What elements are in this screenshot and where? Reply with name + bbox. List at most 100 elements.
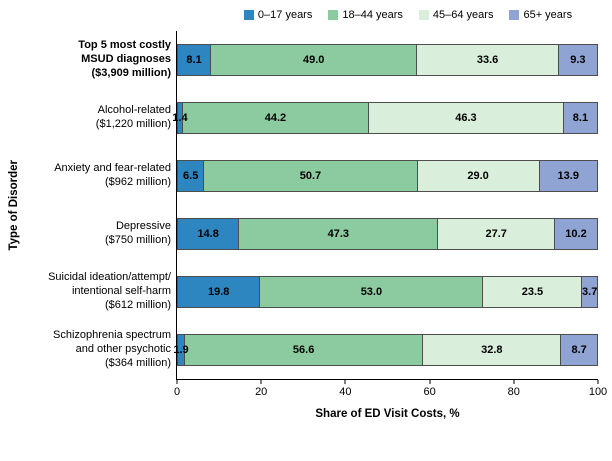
stacked-bar: 14.8 47.3 27.7 10.2 <box>177 218 598 250</box>
x-tick-label: 0 <box>173 386 181 398</box>
category-label: Alcohol-related ($1,220 million) <box>24 89 176 147</box>
x-tick-mark <box>260 380 262 384</box>
stacked-bar: 6.5 50.7 29.0 13.9 <box>177 160 598 192</box>
category-label-line: ($364 million) <box>104 356 171 369</box>
bar-segment: 56.6 <box>184 334 424 366</box>
bar-segment-label: 49.0 <box>303 54 325 66</box>
x-tick-mark <box>176 380 178 384</box>
stacked-bar: 1.4 44.2 46.3 8.1 <box>172 102 598 134</box>
legend-swatch-icon <box>418 10 429 20</box>
legend-label: 45–64 years <box>432 9 494 21</box>
bar-segment-label: 46.3 <box>455 112 477 124</box>
category-label-line: Schizophrenia spectrum <box>52 329 171 342</box>
bar-segment-label: 3.7 <box>582 286 598 298</box>
bar-row: 1.4 44.2 46.3 8.1 <box>172 89 598 147</box>
legend-label: 65+ years <box>523 9 573 21</box>
x-tick-label: 80 <box>507 386 520 398</box>
bar-segment-label: 32.8 <box>481 344 503 356</box>
bar-segment: 46.3 <box>368 102 564 134</box>
plot-area: 8.1 49.0 33.6 9.3 1.4 44.2 46.3 8.1 6.5 50.7 29.0 1… <box>172 31 598 380</box>
bar-segment: 1.4 <box>172 102 188 134</box>
bar-segment: 29.0 <box>417 160 540 192</box>
x-tick-mark <box>513 380 515 384</box>
bar-segment-label: 1.9 <box>173 344 189 356</box>
bar-segment-label: 8.7 <box>571 344 587 356</box>
bar-row: 14.8 47.3 27.7 10.2 <box>177 205 598 263</box>
x-tick-mark <box>597 380 599 384</box>
bar-segment: 1.9 <box>173 334 189 366</box>
bar-segment: 14.8 <box>177 218 240 250</box>
x-tick-mark <box>429 380 431 384</box>
category-label-line: and other psychotic <box>75 343 171 356</box>
bar-segment: 10.2 <box>555 218 598 250</box>
category-axis: Top 5 most costly MSUD diagnoses ($3,909 m… <box>24 31 176 380</box>
bar-segment: 33.6 <box>417 44 559 76</box>
bar-segment-label: 14.8 <box>197 228 219 240</box>
legend-swatch-icon <box>509 10 520 20</box>
category-label-line: ($962 million) <box>104 176 171 188</box>
bar-segment-label: 50.7 <box>299 170 322 182</box>
category-label-line: intentional self-harm <box>71 285 171 298</box>
category-label: Suicidal ideation/attempt/intentional se… <box>24 263 176 321</box>
bar-segment: 53.0 <box>260 276 484 308</box>
bar-segment-label: 33.6 <box>476 54 499 66</box>
legend-label: 18–44 years <box>342 9 403 21</box>
legend-item: 0–17 years <box>243 9 313 21</box>
category-label: Depressive ($750 million) <box>24 205 176 263</box>
bar-segment-label: 56.6 <box>292 344 315 356</box>
bar-segment: 27.7 <box>438 218 556 250</box>
category-label-line: ($612 million) <box>104 298 171 311</box>
category-label-line: Top 5 most costly <box>78 39 171 52</box>
category-label-line: ($1,220 million) <box>95 118 171 130</box>
category-label: Schizophrenia spectrum and other psychoti… <box>24 321 176 379</box>
bar-segment-label: 27.7 <box>485 228 507 240</box>
bar-segment: 8.1 <box>177 44 212 76</box>
stacked-bar: 19.8 53.0 23.5 3.7 <box>177 276 598 308</box>
x-tick-label: 60 <box>423 386 436 398</box>
category-label-line: Depressive <box>115 220 171 233</box>
bar-segment-label: 6.5 <box>183 170 199 182</box>
bar-segment-label: 47.3 <box>327 228 350 240</box>
bar-row: 6.5 50.7 29.0 13.9 <box>177 147 598 205</box>
legend-swatch-icon <box>328 10 339 20</box>
bar-segment-label: 19.8 <box>207 286 230 298</box>
legend-item: 45–64 years <box>418 9 494 21</box>
x-axis-title: Share of ED Visit Costs, % <box>315 408 460 420</box>
bar-segment: 32.8 <box>423 334 562 366</box>
category-label-line: Alcohol-related <box>97 104 171 117</box>
x-tick-label: 20 <box>255 386 268 398</box>
bar-segment-label: 9.3 <box>570 54 586 66</box>
bar-segment: 8.1 <box>563 102 598 134</box>
legend-item: 18–44 years <box>328 9 403 21</box>
bar-segment-label: 29.0 <box>467 170 489 182</box>
bar-segment-label: 53.0 <box>360 286 383 298</box>
bar-segment-label: 44.2 <box>264 112 287 124</box>
bar-segment: 6.5 <box>177 160 205 192</box>
bar-segment: 47.3 <box>239 218 439 250</box>
y-axis-title-text: Type of Disorder <box>8 160 20 251</box>
category-label-line: Suicidal ideation/attempt/ <box>48 271 171 284</box>
legend-swatch-icon <box>243 10 254 20</box>
category-label-line: ($750 million) <box>104 234 171 246</box>
bar-segment-label: 8.1 <box>186 54 202 66</box>
bar-segment: 44.2 <box>182 102 369 134</box>
stacked-bar: 1.9 56.6 32.8 8.7 <box>173 334 598 366</box>
category-label-line: MSUD diagnoses <box>81 53 171 66</box>
category-label: Top 5 most costly MSUD diagnoses ($3,909 m… <box>24 31 176 89</box>
bar-row: 8.1 49.0 33.6 9.3 <box>177 31 598 89</box>
bar-row: 1.9 56.6 32.8 8.7 <box>173 321 598 379</box>
bar-segment-label: 1.4 <box>172 112 188 124</box>
bar-segment: 50.7 <box>204 160 418 192</box>
chart-area: Type of Disorder Top 5 most costly MSUD d… <box>0 31 598 380</box>
bar-segment: 8.7 <box>561 334 598 366</box>
bar-segment: 9.3 <box>558 44 598 76</box>
bar-segment-label: 23.5 <box>521 286 544 298</box>
x-tick-label: 40 <box>339 386 352 398</box>
bar-segment: 19.8 <box>177 276 261 308</box>
category-label-line: Anxiety and fear-related <box>54 162 171 175</box>
legend-item: 65+ years <box>509 9 572 21</box>
bar-segment: 49.0 <box>211 44 418 76</box>
legend-label: 0–17 years <box>257 9 313 21</box>
legend: 0–17 years 18–44 years 45–64 years 65+ year… <box>0 0 612 21</box>
